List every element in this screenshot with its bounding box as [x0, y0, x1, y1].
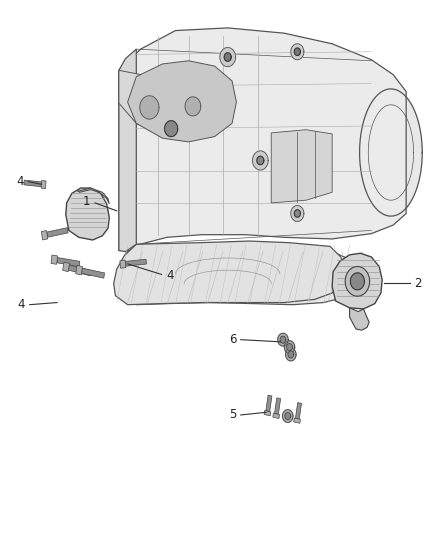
Polygon shape [125, 259, 146, 266]
Polygon shape [278, 333, 288, 346]
Polygon shape [286, 348, 296, 361]
Polygon shape [275, 398, 281, 414]
Polygon shape [165, 120, 178, 136]
Text: 4: 4 [18, 298, 25, 311]
Polygon shape [119, 70, 167, 138]
Polygon shape [253, 151, 268, 170]
Polygon shape [185, 97, 201, 116]
Polygon shape [78, 188, 110, 204]
Polygon shape [41, 230, 48, 240]
Polygon shape [294, 418, 300, 423]
Polygon shape [119, 49, 136, 252]
Polygon shape [264, 410, 271, 416]
Text: 1: 1 [83, 195, 91, 208]
Polygon shape [332, 253, 382, 309]
Polygon shape [68, 265, 92, 276]
Polygon shape [288, 351, 294, 358]
Polygon shape [266, 395, 272, 411]
Polygon shape [47, 228, 68, 237]
Polygon shape [280, 336, 286, 343]
Polygon shape [271, 130, 332, 203]
Polygon shape [51, 255, 57, 264]
Polygon shape [127, 61, 237, 142]
Text: 6: 6 [229, 333, 237, 346]
Polygon shape [257, 156, 264, 165]
Text: 5: 5 [229, 408, 237, 422]
Polygon shape [220, 47, 236, 67]
Polygon shape [360, 89, 422, 216]
Polygon shape [140, 96, 159, 119]
Text: 4: 4 [166, 269, 173, 282]
Polygon shape [284, 341, 295, 353]
Polygon shape [291, 44, 304, 60]
Polygon shape [224, 53, 231, 61]
Polygon shape [283, 410, 293, 422]
Polygon shape [24, 180, 42, 187]
Polygon shape [114, 241, 345, 305]
Polygon shape [120, 260, 126, 268]
Polygon shape [294, 210, 300, 217]
Polygon shape [63, 262, 70, 272]
Polygon shape [286, 344, 293, 351]
Polygon shape [350, 308, 369, 330]
Polygon shape [285, 413, 291, 419]
Polygon shape [41, 181, 46, 189]
Polygon shape [345, 266, 370, 296]
Polygon shape [66, 188, 110, 240]
Polygon shape [273, 413, 279, 418]
Polygon shape [81, 268, 105, 278]
Text: 4: 4 [17, 175, 24, 188]
Polygon shape [76, 265, 82, 275]
Polygon shape [350, 273, 364, 290]
Text: 2: 2 [414, 277, 421, 290]
Polygon shape [116, 246, 363, 305]
Polygon shape [294, 48, 300, 55]
Polygon shape [291, 206, 304, 221]
Polygon shape [119, 28, 406, 251]
Polygon shape [57, 257, 80, 266]
Polygon shape [295, 402, 301, 419]
